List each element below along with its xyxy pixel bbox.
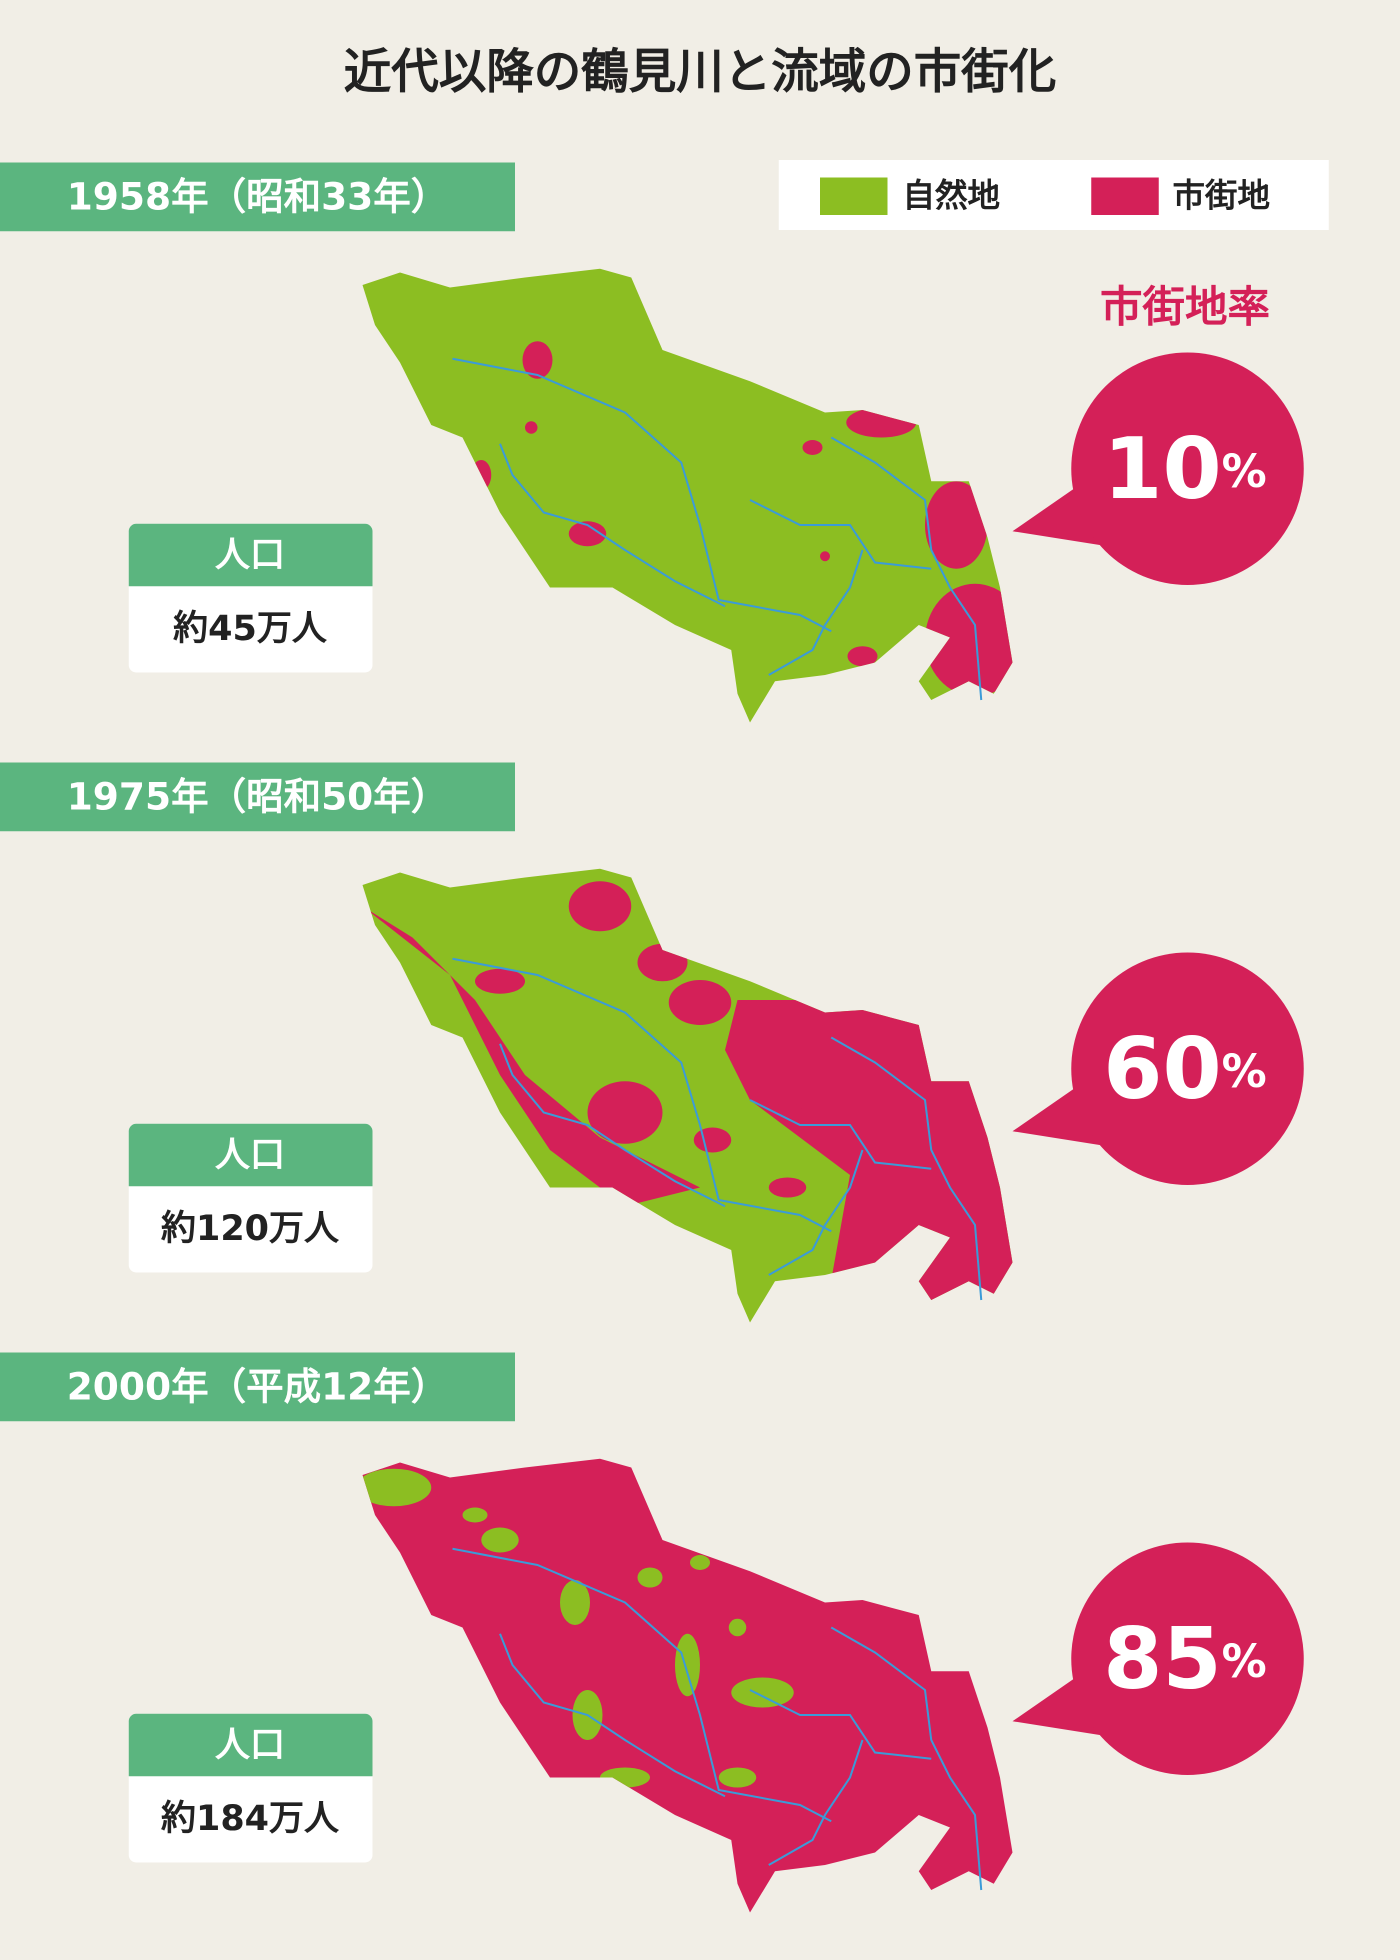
map <box>362 1458 1013 1913</box>
rate-value: 85 <box>1103 1610 1221 1709</box>
rate-unit: % <box>1222 1045 1267 1098</box>
population-value: 約184万人 <box>161 1799 340 1839</box>
population-header <box>128 523 373 587</box>
legend-label: 自然地 <box>903 177 1001 215</box>
population-value: 約120万人 <box>161 1209 340 1249</box>
population-value: 約45万人 <box>173 609 328 649</box>
map <box>362 268 1013 723</box>
year-label-box <box>0 1352 515 1422</box>
rate-bubble <box>1071 1542 1304 1775</box>
population-label: 人口 <box>215 1725 285 1765</box>
title: 近代以降の鶴見川と流域の市街化 <box>344 45 1057 100</box>
rate-text: 85% <box>1103 1610 1266 1709</box>
rate-bubble <box>1071 952 1304 1185</box>
year-label: 1975年（昭和50年） <box>67 774 449 818</box>
rate-value: 60 <box>1103 1020 1221 1119</box>
rate-text: 10% <box>1103 420 1266 519</box>
rate-bubble <box>1071 352 1304 585</box>
legend-swatch <box>820 177 888 215</box>
rate-heading: 市街地率 <box>1100 284 1270 333</box>
legend-label: 市街地 <box>1173 177 1271 215</box>
rate-value: 10 <box>1103 420 1221 519</box>
population-header <box>128 1713 373 1777</box>
legend-swatch <box>1091 177 1159 215</box>
rate-unit: % <box>1222 445 1267 498</box>
year-label-box <box>0 762 515 832</box>
population-header <box>128 1123 373 1187</box>
rate-unit: % <box>1222 1635 1267 1688</box>
year-label: 1958年（昭和33年） <box>67 174 449 218</box>
year-label-box <box>0 162 515 232</box>
population-label: 人口 <box>215 1135 285 1175</box>
year-label: 2000年（平成12年） <box>67 1364 449 1408</box>
header: 近代以降の鶴見川と流域の市街化 自然地 市街地 市街地率 <box>344 45 1329 333</box>
rate-text: 60% <box>1103 1020 1266 1119</box>
population-label: 人口 <box>215 535 285 575</box>
map <box>362 868 1013 1323</box>
